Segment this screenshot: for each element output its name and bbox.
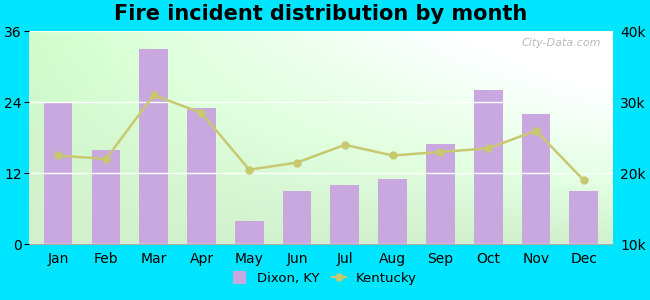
Bar bbox=[187, 108, 216, 244]
Title: Fire incident distribution by month: Fire incident distribution by month bbox=[114, 4, 528, 24]
Text: City-Data.com: City-Data.com bbox=[521, 38, 601, 48]
Bar bbox=[569, 191, 598, 244]
Bar bbox=[92, 150, 120, 244]
Bar bbox=[522, 114, 551, 244]
Legend: Dixon, KY, Kentucky: Dixon, KY, Kentucky bbox=[227, 266, 422, 290]
Bar bbox=[139, 49, 168, 244]
Bar bbox=[235, 220, 264, 244]
Bar bbox=[426, 144, 455, 244]
Bar bbox=[44, 102, 72, 244]
Bar bbox=[378, 179, 407, 244]
Bar bbox=[330, 185, 359, 244]
Bar bbox=[283, 191, 311, 244]
Bar bbox=[474, 90, 502, 244]
